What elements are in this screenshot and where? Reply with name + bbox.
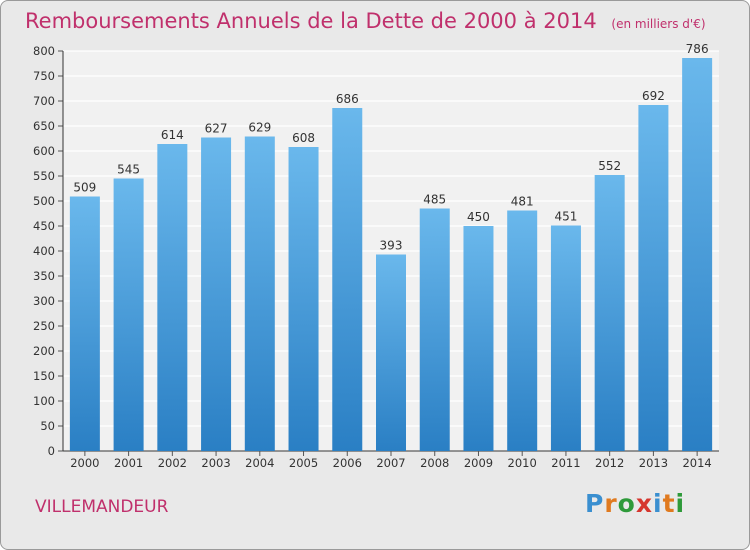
x-tick-label: 2005	[289, 456, 318, 470]
bar	[332, 108, 363, 451]
y-tick-label: 150	[33, 369, 55, 383]
bar	[69, 196, 100, 451]
bar	[244, 136, 275, 451]
bar	[157, 144, 188, 451]
data-label: 627	[205, 122, 228, 136]
x-tick-label: 2012	[595, 456, 624, 470]
data-label: 692	[642, 89, 665, 103]
y-tick-label: 300	[33, 294, 55, 308]
y-tick-label: 200	[33, 344, 55, 358]
logo-letter: o	[617, 489, 636, 518]
bar	[201, 137, 232, 451]
y-tick-label: 750	[33, 69, 55, 83]
y-tick-label: 450	[33, 219, 55, 233]
data-label: 786	[686, 42, 709, 56]
logo-letter: t	[662, 489, 676, 518]
data-label: 451	[554, 210, 577, 224]
x-tick-label: 2008	[420, 456, 449, 470]
bar	[288, 147, 319, 451]
x-tick-label: 2003	[201, 456, 230, 470]
logo-letter: r	[604, 489, 618, 518]
x-tick-label: 2009	[464, 456, 493, 470]
bar	[419, 208, 450, 451]
x-tick-label: 2011	[551, 456, 580, 470]
bar	[682, 58, 713, 451]
x-tick-label: 2014	[682, 456, 711, 470]
x-tick-label: 2007	[376, 456, 405, 470]
x-tick-label: 2001	[114, 456, 143, 470]
y-tick-label: 700	[33, 94, 55, 108]
x-tick-label: 2010	[508, 456, 537, 470]
y-tick-label: 0	[48, 444, 55, 458]
x-tick-label: 2004	[245, 456, 274, 470]
data-label: 485	[423, 193, 446, 207]
x-tick-label: 2013	[639, 456, 668, 470]
bar	[113, 178, 144, 451]
bar	[638, 105, 669, 451]
data-label: 686	[336, 92, 359, 106]
y-tick-label: 500	[33, 194, 55, 208]
chart-subtitle: (en milliers d'€)	[611, 17, 706, 31]
data-label: 552	[598, 159, 621, 173]
y-tick-label: 600	[33, 144, 55, 158]
data-label: 393	[380, 239, 403, 253]
y-tick-label: 400	[33, 244, 55, 258]
bar	[507, 210, 538, 451]
x-tick-label: 2002	[158, 456, 187, 470]
data-label: 509	[73, 181, 96, 195]
y-tick-label: 250	[33, 319, 55, 333]
data-label: 545	[117, 163, 140, 177]
logo-letter: i	[675, 489, 686, 518]
y-tick-label: 800	[33, 44, 55, 58]
data-label: 608	[292, 131, 315, 145]
bar	[376, 254, 406, 451]
y-tick-label: 550	[33, 169, 55, 183]
chart-title-text: Remboursements Annuels de la Dette de 20…	[25, 9, 597, 33]
bar	[550, 225, 581, 451]
chart-title: Remboursements Annuels de la Dette de 20…	[25, 9, 706, 33]
data-label: 481	[511, 195, 534, 209]
bar	[594, 175, 625, 451]
y-tick-label: 350	[33, 269, 55, 283]
logo-letter: P	[585, 489, 605, 518]
x-tick-label: 2006	[333, 456, 362, 470]
bar	[463, 226, 494, 451]
proxiti-logo: Proxiti	[585, 489, 685, 518]
y-tick-label: 650	[33, 119, 55, 133]
logo-letter: x	[635, 489, 653, 518]
y-tick-label: 50	[40, 419, 55, 433]
x-tick-label: 2000	[70, 456, 99, 470]
data-label: 614	[161, 128, 184, 142]
y-tick-label: 100	[33, 394, 55, 408]
logo-letter: i	[653, 489, 663, 518]
data-label: 450	[467, 210, 490, 224]
place-name: VILLEMANDEUR	[35, 497, 169, 517]
data-label: 629	[248, 121, 271, 135]
